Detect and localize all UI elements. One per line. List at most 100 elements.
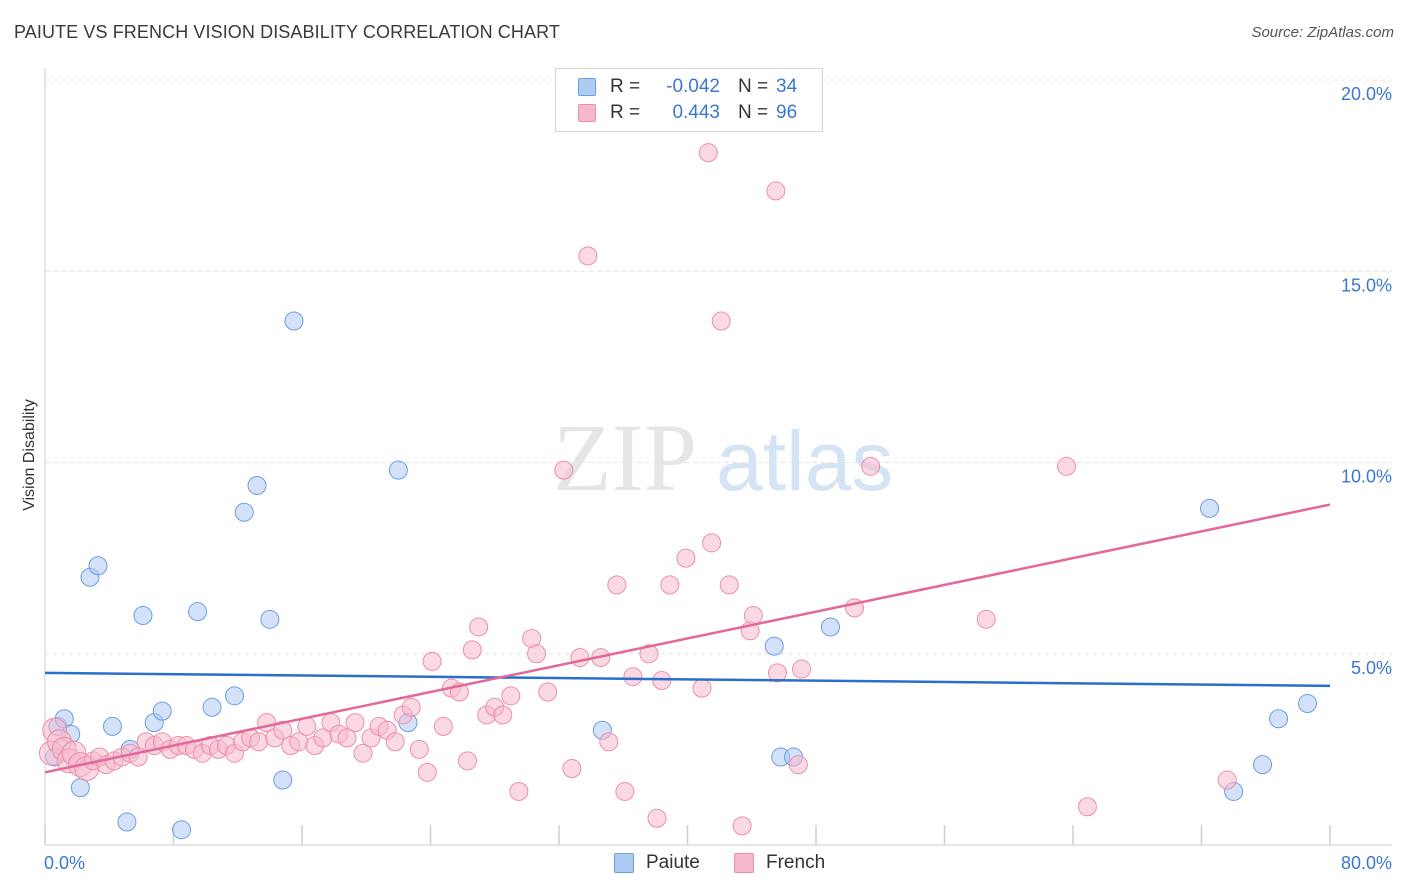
paiute-point: [88, 556, 108, 576]
watermark-zip: ZIP: [553, 404, 697, 511]
legend-n-label: N =: [738, 76, 769, 97]
paiute-point: [388, 460, 408, 480]
legend-r-label: R =: [610, 76, 641, 97]
y-tick-label: 10.0%: [1341, 467, 1392, 487]
french-point: [457, 751, 477, 771]
french-point: [385, 732, 405, 752]
french-point: [711, 311, 731, 331]
french-point: [692, 678, 712, 698]
french-point: [676, 548, 696, 568]
french-point: [469, 617, 489, 637]
paiute-point: [260, 609, 280, 629]
french-swatch: [734, 853, 754, 873]
legend-row-paiute: R = -0.042 N = 34: [578, 74, 797, 100]
paiute-point: [202, 697, 222, 717]
gridlines: [45, 79, 1392, 655]
french-point: [578, 246, 598, 266]
legend-label-paiute: Paiute: [646, 852, 700, 873]
french-point: [788, 755, 808, 775]
paiute-point: [234, 502, 254, 522]
french-point: [743, 606, 763, 625]
french-point: [766, 181, 786, 201]
legend-label-french: French: [766, 852, 826, 873]
paiute-point: [225, 686, 245, 706]
french-point: [1057, 456, 1077, 476]
paiute-point: [133, 606, 153, 625]
french-point: [562, 759, 582, 778]
french-point: [509, 781, 529, 801]
french-point: [647, 808, 667, 828]
legend-r-label: R =: [610, 102, 641, 123]
french-point: [792, 659, 812, 679]
french-point: [493, 705, 513, 725]
french-point: [462, 640, 482, 660]
paiute-point: [764, 636, 784, 656]
french-point: [345, 713, 365, 733]
french-point: [554, 460, 574, 480]
french-point: [1077, 797, 1097, 817]
paiute-point: [102, 716, 122, 736]
french-point: [652, 671, 672, 691]
paiute-point: [152, 701, 172, 721]
french-point: [607, 575, 627, 595]
legend-item-paiute: Paiute: [614, 852, 700, 874]
french-point: [433, 716, 453, 736]
french-swatch: [578, 104, 596, 122]
french-points: [38, 143, 1237, 836]
legend-n-value: 96: [776, 102, 798, 123]
paiute-point: [188, 602, 208, 622]
y-tick-label: 5.0%: [1351, 658, 1392, 678]
french-point: [732, 816, 752, 836]
french-point: [422, 651, 442, 671]
french-point: [660, 575, 680, 595]
french-trend-line: [44, 503, 1331, 774]
tick-labels: 5.0% 10.0% 15.0% 20.0% 0.0% 80.0%: [44, 84, 1392, 873]
paiute-point: [820, 617, 840, 637]
watermark: ZIP atlas: [553, 404, 893, 511]
legend-n-label: N =: [738, 102, 769, 123]
french-point: [615, 781, 635, 801]
french-point: [273, 720, 293, 740]
paiute-trend-line: [44, 671, 1331, 688]
paiute-point: [1298, 693, 1318, 713]
chart-title: PAIUTE VS FRENCH VISION DISABILITY CORRE…: [14, 22, 560, 42]
correlation-legend: R = -0.042 N = 34 R = 0.443 N = 96: [555, 68, 823, 132]
legend-r-value: -0.042: [666, 76, 720, 97]
series-legend: Paiute French: [0, 852, 1406, 878]
french-point: [409, 739, 429, 759]
french-point: [623, 667, 643, 687]
legend-row-french: R = 0.443 N = 96: [578, 100, 797, 126]
axes: [44, 68, 1392, 846]
french-point: [353, 743, 373, 763]
french-point: [570, 648, 590, 668]
french-point: [976, 609, 996, 629]
paiute-point: [1269, 709, 1289, 729]
paiute-point: [117, 812, 137, 832]
french-point: [702, 533, 722, 553]
paiute-point: [284, 311, 304, 331]
french-point: [337, 728, 357, 748]
french-point: [698, 143, 718, 163]
french-point: [1217, 770, 1237, 790]
french-point: [401, 697, 421, 717]
paiute-point: [247, 475, 267, 495]
french-point: [719, 575, 739, 595]
paiute-swatch: [614, 853, 634, 873]
legend-n-value: 34: [776, 76, 798, 97]
y-tick-label: 20.0%: [1341, 84, 1392, 104]
y-tick-label: 15.0%: [1341, 275, 1392, 295]
french-point: [417, 762, 437, 782]
paiute-point: [1253, 755, 1273, 775]
x-tick-label: 80.0%: [1341, 853, 1392, 873]
french-point: [249, 732, 269, 752]
x-tick-label: 0.0%: [44, 853, 85, 873]
french-point: [501, 686, 521, 706]
french-point: [527, 644, 547, 664]
french-point: [639, 644, 659, 664]
legend-item-french: French: [734, 852, 825, 874]
paiute-point: [70, 778, 90, 798]
french-point: [599, 732, 619, 752]
paiute-point: [273, 770, 293, 790]
paiute-point: [1200, 498, 1220, 518]
